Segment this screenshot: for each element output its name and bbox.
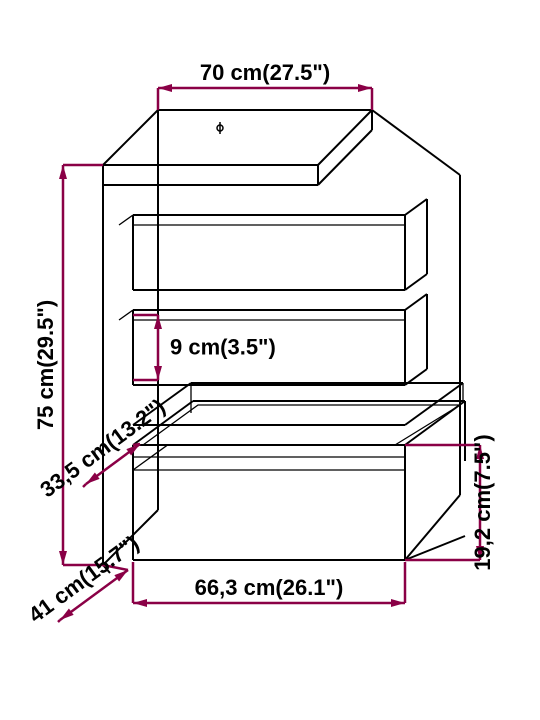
- svg-text:75 cm(29.5"): 75 cm(29.5"): [33, 300, 58, 430]
- svg-text:9 cm(3.5"): 9 cm(3.5"): [170, 335, 276, 360]
- svg-text:70 cm(27.5"): 70 cm(27.5"): [200, 60, 330, 85]
- svg-text:66,3 cm(26.1"): 66,3 cm(26.1"): [195, 575, 344, 600]
- svg-text:19,2 cm(7.5"): 19,2 cm(7.5"): [470, 434, 495, 570]
